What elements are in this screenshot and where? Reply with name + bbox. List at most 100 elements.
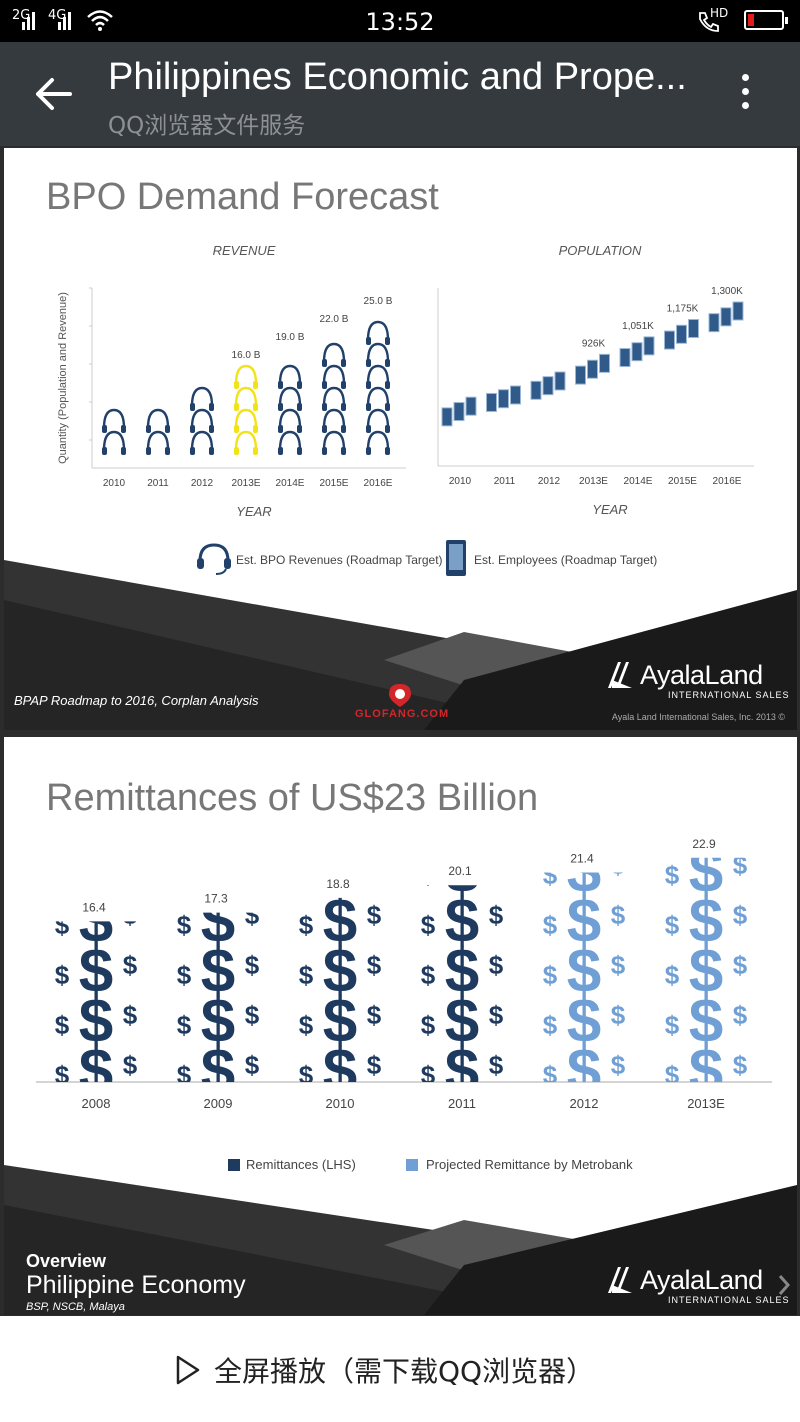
next-slide-icon[interactable] [776,1273,792,1297]
revenue-tick-label: 2013E [232,478,261,489]
svg-text:$: $ [567,987,601,1056]
revenue-tick-label: 2015E [320,478,349,489]
svg-text:$: $ [201,937,235,1006]
svg-text:$: $ [665,1060,680,1090]
remit-data-label: 20.1 [448,864,472,878]
svg-text:$: $ [299,910,314,940]
svg-text:$: $ [665,1010,680,1040]
remit-bar-2011: $$ $$$ $$$ $$$ $$$ $ [421,850,504,1106]
document-subtitle: QQ浏览器文件服务 [108,113,306,139]
svg-text:$: $ [489,1000,504,1030]
svg-text:$: $ [201,987,235,1056]
back-arrow-icon[interactable] [32,72,76,116]
play-icon[interactable] [175,1354,201,1386]
fullscreen-button[interactable]: 全屏播放（需下载QQ浏览器） [214,1355,595,1388]
svg-text:$: $ [543,910,558,940]
revenue-data-label: 22.0 B [320,314,349,325]
battery-low-icon [744,10,788,30]
remit-bar-2012: $$$$$$$$$$$$$$$$$$ [543,850,626,1106]
svg-text:$: $ [489,1050,504,1080]
population-data-label: 926K [582,338,606,349]
hd-label: HD [710,6,729,20]
svg-text:$: $ [323,837,357,906]
svg-text:$: $ [665,910,680,940]
svg-text:$: $ [323,887,357,956]
svg-text:$: $ [445,1037,479,1106]
slide-title: BPO Demand Forecast [46,176,439,218]
svg-text:$: $ [611,950,626,980]
svg-text:$: $ [489,850,504,880]
svg-text:$: $ [543,960,558,990]
svg-text:$: $ [421,1060,436,1090]
remit-bar-2013E: $$$$$$$$$$$$$$$$$$ [665,850,748,1090]
population-title: POPULATION [559,243,642,258]
svg-text:$: $ [79,837,113,906]
svg-text:$: $ [733,850,748,880]
legend-revenue: Est. BPO Revenues (Roadmap Target) [236,553,443,567]
slide-footer-graphic-2 [4,1165,797,1315]
svg-text:$: $ [733,1000,748,1030]
svg-text:$: $ [79,987,113,1056]
document-title: Philippines Economic and Prope... [108,56,687,98]
svg-text:$: $ [245,850,260,880]
svg-text:$: $ [611,900,626,930]
svg-text:$: $ [733,900,748,930]
revenue-bar-2016E [366,320,390,455]
svg-text:$: $ [367,1050,382,1080]
svg-text:$: $ [421,910,436,940]
svg-text:$: $ [55,910,70,940]
svg-text:$: $ [177,860,192,890]
bottom-bar: 全屏播放（需下载QQ浏览器） [0,1316,800,1422]
svg-text:$: $ [123,850,138,880]
population-tick-label: 2010 [449,476,472,487]
svg-text:$: $ [611,1000,626,1030]
headset-legend-icon [197,543,231,575]
slide-copyright: Ayala Land International Sales, Inc. 201… [611,712,785,722]
legend-remittances: Remittances (LHS) [246,1157,356,1172]
location-pin-icon [389,684,411,707]
population-tick-label: 2014E [624,476,653,487]
svg-text:$: $ [55,1010,70,1040]
signal-icon-2 [50,10,72,30]
population-data-label: 1,300K [711,286,743,297]
legend-employees: Est. Employees (Roadmap Target) [474,553,658,567]
logo-sub-2: INTERNATIONAL SALES [668,1295,790,1305]
population-bar-2016E [708,301,744,333]
svg-text:$: $ [367,1000,382,1030]
revenue-data-label: 16.0 B [232,350,261,361]
svg-text:$: $ [489,900,504,930]
revenue-bar-2015E [322,342,346,455]
svg-text:$: $ [367,850,382,880]
remit-data-label: 18.8 [326,877,350,891]
overview-label: Overview [26,1251,107,1271]
svg-text:$: $ [445,987,479,1056]
svg-text:$: $ [177,1060,192,1090]
svg-text:$: $ [567,1037,601,1106]
svg-text:$: $ [567,887,601,956]
svg-text:$: $ [323,1037,357,1106]
remit-tick-label: 2010 [326,1096,355,1111]
revenue-tick-label: 2012 [191,478,214,489]
svg-text:$: $ [665,960,680,990]
slide-title-2: Remittances of US$23 Billion [46,777,539,819]
population-bar-2014E [619,336,655,368]
svg-text:$: $ [489,950,504,980]
svg-text:$: $ [611,1050,626,1080]
revenue-data-label: 25.0 B [364,296,393,307]
remit-tick-label: 2008 [82,1096,111,1111]
logo-sub: INTERNATIONAL SALES [668,690,790,700]
svg-text:$: $ [611,850,626,880]
population-bar-2013E [575,353,610,385]
slide-remittances[interactable]: Remittances of US$23 Billion $ $ $ $ $ $ $ $ $ $ $… [4,737,797,1315]
svg-text:$: $ [733,950,748,980]
svg-text:$: $ [201,887,235,956]
slide-footer-graphic [4,560,797,730]
more-vert-icon[interactable] [736,70,756,114]
app-bar: Philippines Economic and Prope... QQ浏览器文… [0,42,800,146]
svg-text:$: $ [445,937,479,1006]
slide-bpo-forecast[interactable]: BPO Demand Forecast REVENUE Quantity (Pop… [4,148,797,730]
svg-text:$: $ [79,937,113,1006]
svg-text:$: $ [177,1010,192,1040]
svg-text:$: $ [421,960,436,990]
